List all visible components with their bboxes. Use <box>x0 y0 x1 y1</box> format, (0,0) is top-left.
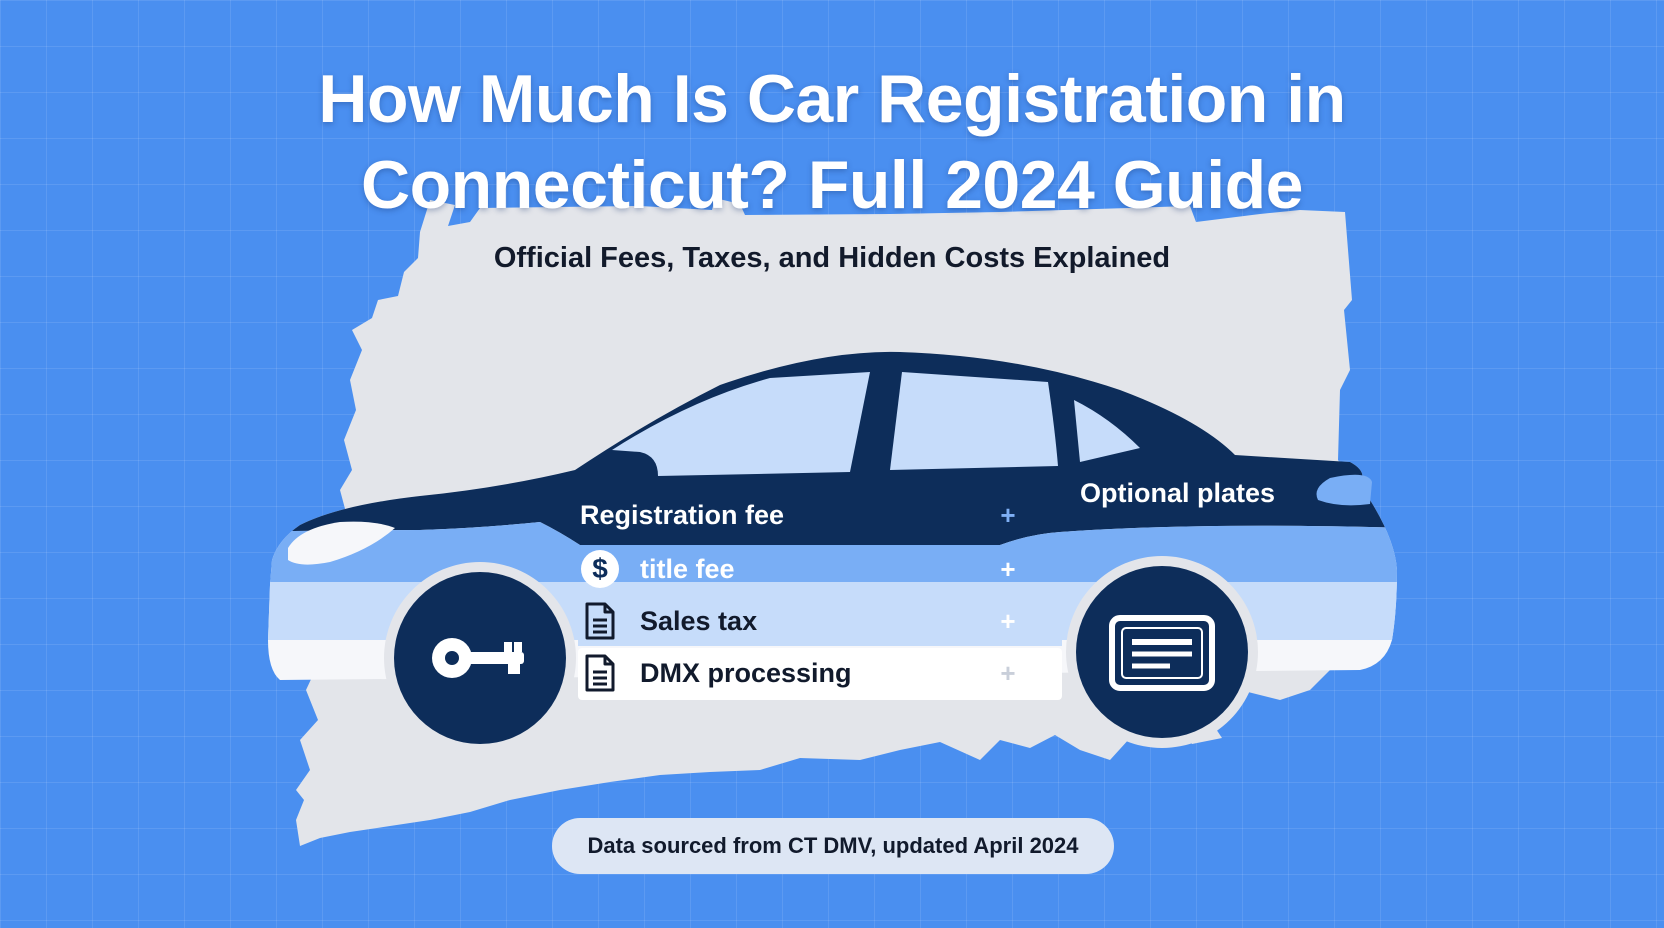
page-title: How Much Is Car Registration in Connecti… <box>0 56 1664 228</box>
fee-row-title: $ title fee + <box>580 546 1020 592</box>
title-line-2: Connecticut? Full 2024 Guide <box>361 147 1303 223</box>
source-note: Data sourced from CT DMV, updated April … <box>552 818 1114 874</box>
fee-row-registration: Registration fee + <box>580 492 1020 538</box>
car-window-front <box>612 372 870 476</box>
fee-label: title fee <box>640 553 735 584</box>
fee-panel-row-3 <box>578 596 1062 646</box>
fee-panel-row-4 <box>578 648 1062 700</box>
plus-icon: + <box>1000 657 1016 688</box>
document-icon <box>580 601 620 641</box>
optional-plates-label: Optional plates <box>1080 478 1276 508</box>
page-subtitle: Official Fees, Taxes, and Hidden Costs E… <box>493 242 1171 274</box>
dollar-icon: $ <box>580 549 620 589</box>
dollar-badge: $ <box>581 550 619 588</box>
car-window-rear <box>1074 400 1140 462</box>
fee-label: Registration fee <box>580 499 785 530</box>
plus-icon: + <box>1000 553 1016 584</box>
license-plate-icon <box>1109 615 1215 691</box>
fee-row-dmx-processing: DMX processing + <box>580 650 1020 696</box>
fee-label: DMX processing <box>640 657 852 688</box>
title-line-1: How Much Is Car Registration in <box>318 61 1346 137</box>
source-note-text: Data sourced from CT DMV, updated April … <box>587 833 1079 858</box>
car-headlight <box>288 521 395 565</box>
fee-label: Sales tax <box>640 605 758 636</box>
car-window-middle <box>890 372 1058 470</box>
document-icon <box>580 653 620 693</box>
plus-icon: + <box>1000 499 1016 530</box>
plus-icon: + <box>1000 605 1016 636</box>
car-taillight <box>1316 474 1372 506</box>
key-icon <box>432 638 524 678</box>
fee-row-sales-tax: Sales tax + <box>580 598 1020 644</box>
